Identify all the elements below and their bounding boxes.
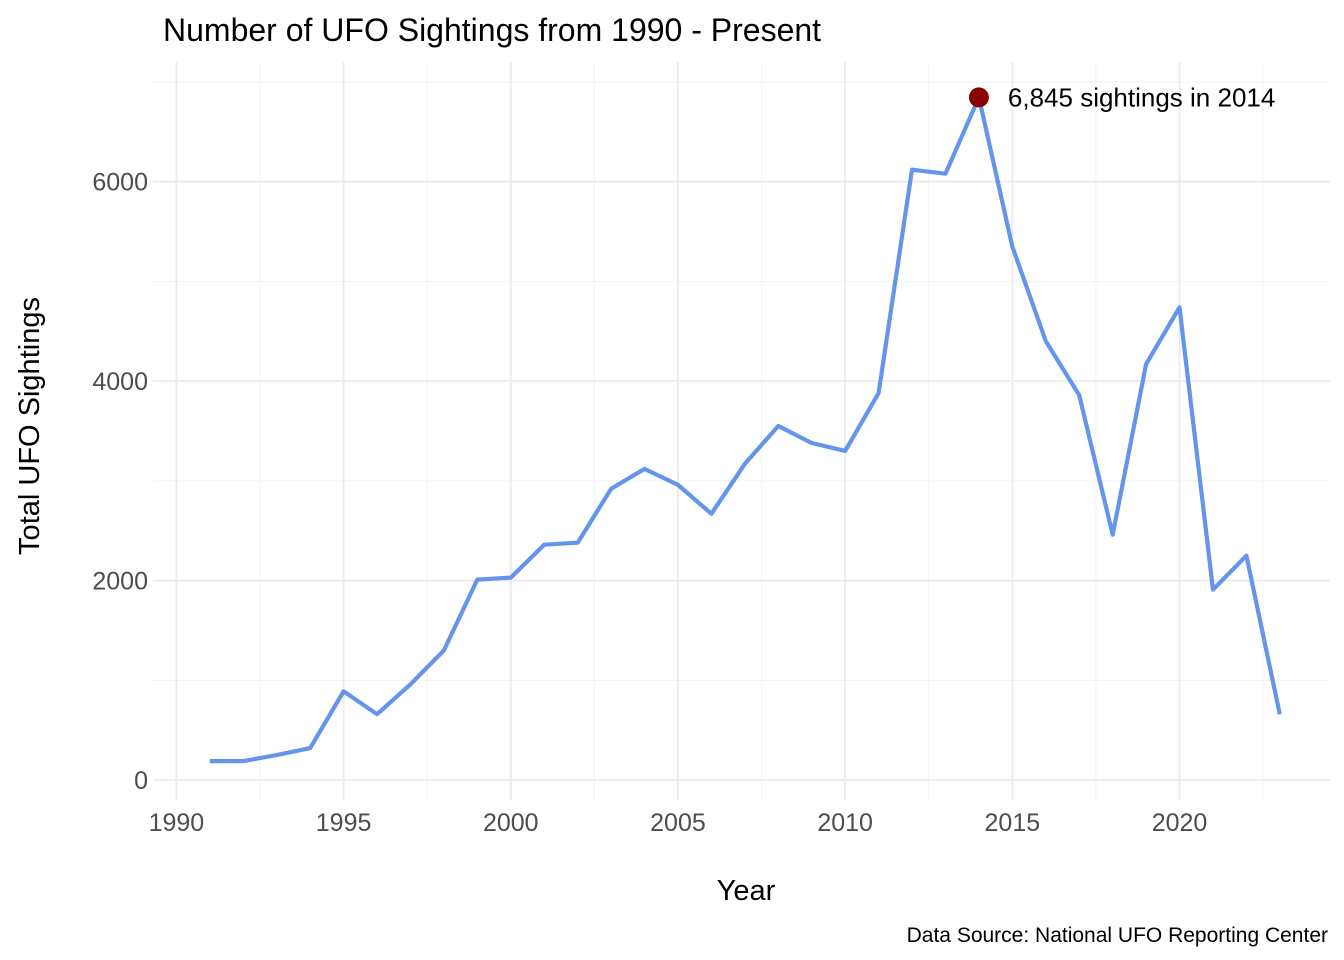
chart-title: Number of UFO Sightings from 1990 - Pres… <box>163 12 821 48</box>
data-point <box>475 578 479 582</box>
data-point <box>1111 533 1115 537</box>
y-axis-ticks: 0 2000 4000 6000 <box>92 169 148 795</box>
data-point <box>910 168 914 172</box>
data-point <box>943 172 947 176</box>
data-point <box>542 543 546 547</box>
data-point <box>408 682 412 686</box>
highlight-point <box>968 87 989 108</box>
series-line <box>209 95 1282 764</box>
x-tick-label: 2015 <box>985 809 1041 837</box>
data-point <box>810 441 814 445</box>
data-point <box>241 759 245 763</box>
data-point <box>275 753 279 757</box>
y-tick-label: 0 <box>134 767 148 795</box>
data-point <box>308 746 312 750</box>
data-point <box>576 541 580 545</box>
data-point <box>1144 362 1148 366</box>
data-point <box>676 483 680 487</box>
y-tick-label: 2000 <box>92 568 148 596</box>
data-point <box>375 712 379 716</box>
data-point <box>776 424 780 428</box>
data-point <box>1010 245 1014 249</box>
annotation-label: 6,845 sightings in 2014 <box>1008 82 1275 112</box>
data-point <box>509 576 513 580</box>
data-point <box>342 689 346 693</box>
data-point <box>1244 554 1248 558</box>
x-tick-label: 2010 <box>817 809 873 837</box>
x-axis-title: Year <box>717 875 776 907</box>
data-point <box>1077 393 1081 397</box>
caption: Data Source: National UFO Reporting Cent… <box>907 924 1328 947</box>
y-tick-label: 6000 <box>92 169 148 197</box>
x-tick-label: 1995 <box>316 809 372 837</box>
data-point <box>609 487 613 491</box>
data-point <box>843 449 847 453</box>
y-tick-label: 4000 <box>92 368 148 396</box>
data-point <box>643 467 647 471</box>
grid <box>153 62 1330 800</box>
data-point <box>442 648 446 652</box>
x-tick-label: 2000 <box>483 809 539 837</box>
y-axis-title: Total UFO Sightings <box>14 297 46 555</box>
x-axis-ticks: 1990 1995 2000 2005 2010 2015 2020 <box>149 809 1208 837</box>
data-point <box>1211 588 1215 592</box>
data-point <box>1178 305 1182 309</box>
data-point <box>1278 712 1282 716</box>
x-tick-label: 1990 <box>149 809 205 837</box>
series-points <box>208 95 1282 763</box>
data-point <box>709 512 713 516</box>
data-point <box>743 462 747 466</box>
x-tick-label: 2020 <box>1152 809 1208 837</box>
data-point <box>208 759 212 763</box>
x-tick-label: 2005 <box>650 809 706 837</box>
data-point <box>877 391 881 395</box>
data-point <box>1044 339 1048 343</box>
